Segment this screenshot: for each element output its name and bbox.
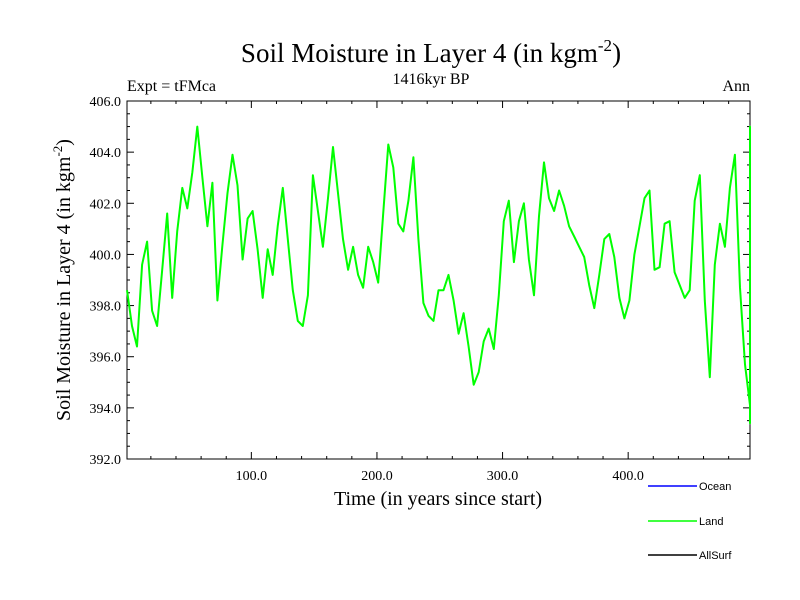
y-tick-label: 398.0 [90,300,122,315]
y-axis-label-close: ) [53,139,75,146]
plot-area-frame [126,100,751,460]
subtitle-experiment: Expt = tFMca [127,78,216,95]
y-axis-label-main: Soil Moisture in Layer 4 (in kgm [53,156,75,421]
y-tick-label: 404.0 [90,146,122,161]
subtitle-period: 1416kyr BP [393,71,470,88]
y-tick-label: 400.0 [90,248,122,263]
chart-title-superscript: -2 [598,36,612,55]
subtitle-season: Ann [722,78,750,95]
chart-title-close: ) [612,38,621,68]
series-group [126,125,751,425]
legend: Ocean Land AllSurf [648,481,732,562]
y-tick-label: 402.0 [90,197,122,212]
chart-title-main: Soil Moisture in Layer 4 (in kgm [241,38,598,68]
legend-label-ocean: Ocean [699,481,731,493]
x-axis-ticks: 100.0 200.0 300.0 400.0 [150,101,730,484]
y-tick-label: 396.0 [90,351,122,366]
x-axis-label: Time (in years since start) [334,488,542,510]
legend-label-land: Land [699,516,723,528]
y-tick-label: 394.0 [90,402,122,417]
x-tick-label: 400.0 [612,469,644,484]
series-line-land [126,125,751,425]
legend-label-allsurf: AllSurf [699,550,732,562]
y-axis-ticks: 392.0 394.0 396.0 398.0 400.0 402.0 404.0 406.0 [90,95,750,468]
x-tick-label: 300.0 [487,469,519,484]
y-axis-label: Soil Moisture in Layer 4 (in kgm-2) [50,139,75,421]
y-axis-label-superscript: -2 [50,146,65,157]
x-tick-label: 100.0 [236,469,268,484]
y-tick-label: 392.0 [90,453,122,468]
chart-title: Soil Moisture in Layer 4 (in kgm-2) [241,36,621,68]
x-tick-label: 200.0 [361,469,393,484]
y-tick-label: 406.0 [90,95,122,110]
